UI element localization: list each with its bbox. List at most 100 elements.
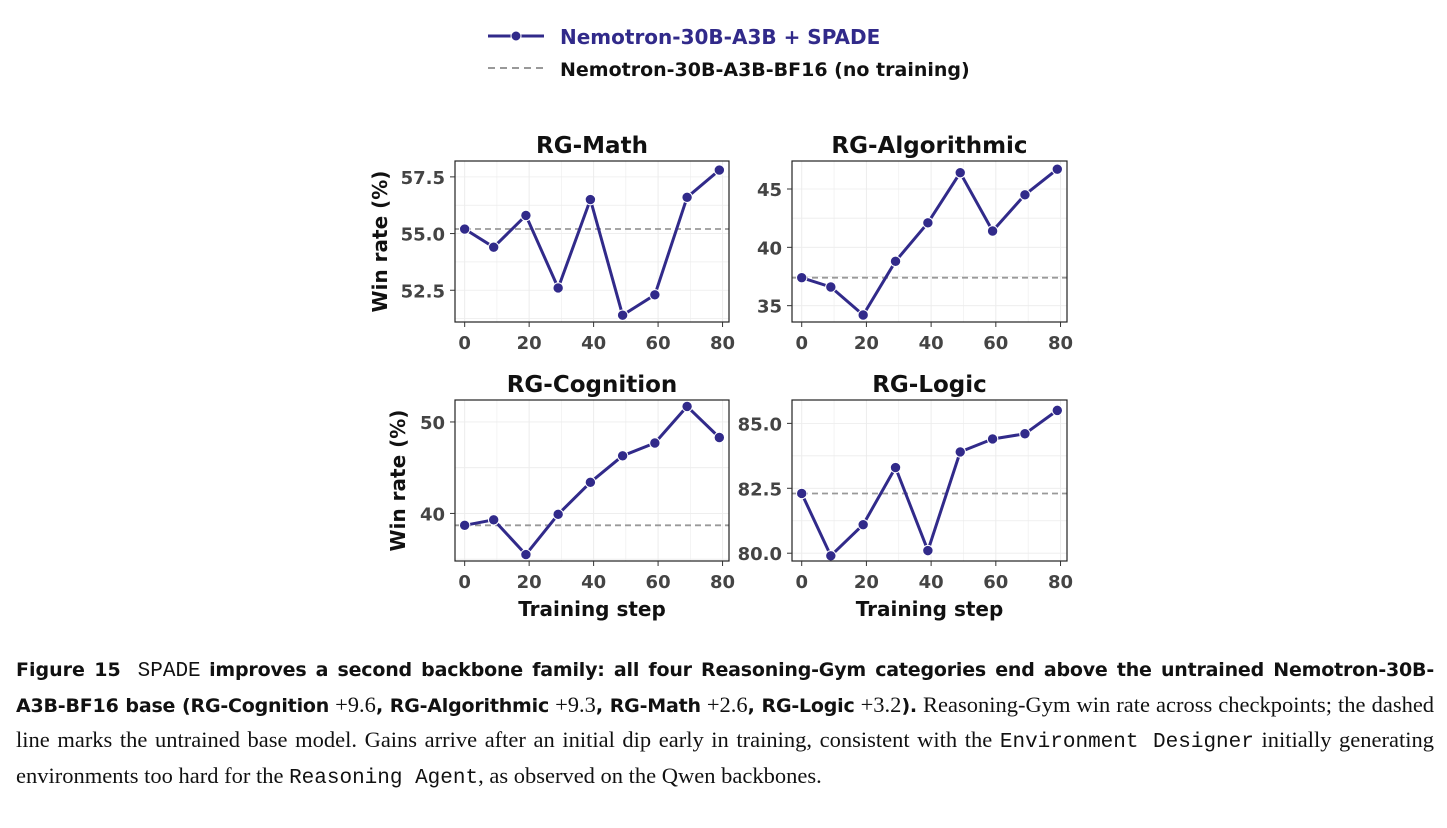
x-tick-label: 40 bbox=[919, 572, 944, 593]
data-point bbox=[1051, 404, 1063, 417]
x-tick-label: 20 bbox=[854, 333, 879, 354]
caption-text1: Reasoning-Gym win rate across checkpoint… bbox=[16, 692, 1435, 752]
plot-area bbox=[455, 161, 729, 322]
x-tick-label: 80 bbox=[710, 333, 735, 354]
plot-frame bbox=[454, 399, 730, 562]
data-point bbox=[857, 518, 869, 531]
data-point bbox=[713, 164, 726, 176]
panel-title: RG-Math bbox=[536, 133, 648, 159]
x-tick-label: 60 bbox=[983, 572, 1008, 593]
data-point bbox=[584, 193, 597, 206]
caption-method-name: SPADE bbox=[137, 660, 201, 683]
x-tick-label: 40 bbox=[919, 333, 944, 354]
data-point bbox=[520, 548, 532, 561]
data-point bbox=[796, 271, 808, 284]
caption-label: Figure 15 bbox=[16, 659, 121, 681]
data-point bbox=[458, 223, 471, 235]
x-tick-label: 60 bbox=[646, 572, 671, 593]
data-point bbox=[458, 519, 471, 532]
panel-title: RG-Logic bbox=[872, 372, 987, 398]
x-tick-label: 0 bbox=[458, 333, 471, 354]
figure-caption: Figure 15 SPADE improves a second backbo… bbox=[16, 652, 1434, 795]
y-tick-label: 40 bbox=[757, 238, 782, 259]
legend: Nemotron-30B-A3B + SPADE Nemotron-30B-A3… bbox=[488, 25, 970, 81]
data-point bbox=[796, 487, 808, 500]
data-point bbox=[1019, 428, 1031, 440]
caption-mono-designer: Environment Designer bbox=[999, 731, 1254, 754]
legend-baseline-label: Nemotron-30B-A3B-BF16 (no training) bbox=[560, 59, 970, 81]
x-tick-label: 80 bbox=[1048, 572, 1073, 593]
caption-text2: initially generating environments too ha… bbox=[16, 727, 1435, 788]
x-tick-label: 20 bbox=[517, 572, 542, 593]
y-axis-label: Win rate (%) bbox=[386, 410, 410, 552]
caption-text3: , as observed on the Qwen backbones. bbox=[478, 763, 822, 788]
data-point bbox=[616, 309, 629, 321]
panel-title: RG-Cognition bbox=[507, 372, 678, 398]
plot-area bbox=[792, 400, 1067, 561]
data-point bbox=[954, 166, 966, 179]
x-tick-label: 0 bbox=[795, 333, 808, 354]
y-axis-label: Win rate (%) bbox=[368, 171, 392, 313]
panel-rg-cognition: 0 20 40 60 80 40 50 RG-Cognition Win rate (%) Tra… bbox=[386, 372, 735, 621]
data-point bbox=[825, 281, 837, 293]
caption-bold-end: ). bbox=[901, 695, 917, 717]
x-tick-label: 20 bbox=[854, 572, 879, 593]
data-point bbox=[681, 191, 693, 203]
data-point bbox=[552, 282, 564, 294]
data-point bbox=[649, 289, 661, 301]
x-tick-label: 80 bbox=[1048, 333, 1073, 354]
data-point bbox=[681, 400, 693, 413]
y-tick-label: 52.5 bbox=[401, 281, 445, 302]
caption-sep-algorithmic: , RG-Algorithmic bbox=[375, 695, 550, 717]
plot-frame bbox=[454, 160, 730, 323]
data-point bbox=[1051, 163, 1063, 175]
data-point bbox=[713, 431, 726, 444]
x-axis-label: Training step bbox=[518, 597, 666, 621]
x-tick-label: 60 bbox=[983, 333, 1008, 354]
y-tick-label: 55.0 bbox=[401, 225, 445, 246]
y-tick-label: 40 bbox=[420, 504, 445, 525]
legend-series-label: Nemotron-30B-A3B + SPADE bbox=[560, 25, 880, 49]
caption-sep-logic: , RG-Logic bbox=[747, 695, 855, 717]
data-point bbox=[954, 446, 966, 458]
data-point bbox=[520, 209, 532, 222]
caption-mono-agent: Reasoning Agent bbox=[289, 767, 479, 790]
data-point bbox=[487, 514, 500, 526]
data-point bbox=[616, 450, 629, 462]
data-point bbox=[922, 217, 934, 229]
x-tick-label: 0 bbox=[795, 572, 808, 593]
y-tick-label: 80.0 bbox=[738, 544, 782, 565]
data-point bbox=[552, 508, 564, 521]
caption-delta-math: +2.6 bbox=[706, 692, 748, 717]
data-point bbox=[584, 476, 597, 489]
data-point bbox=[889, 255, 902, 268]
caption-delta-logic: +3.2 bbox=[860, 692, 902, 717]
data-point bbox=[649, 437, 661, 449]
x-tick-label: 80 bbox=[710, 572, 735, 593]
x-tick-label: 60 bbox=[646, 333, 671, 354]
data-point bbox=[857, 309, 869, 321]
y-tick-label: 57.5 bbox=[401, 168, 445, 189]
y-tick-label: 85.0 bbox=[738, 414, 782, 435]
caption-delta-cognition: +9.6 bbox=[335, 692, 376, 717]
x-tick-label: 20 bbox=[517, 333, 542, 354]
data-point bbox=[825, 550, 837, 562]
caption-sep-math: , RG-Math bbox=[595, 695, 701, 717]
panel-rg-logic: 0 20 40 60 80 80.0 82.5 85.0 RG-Logic Training st… bbox=[738, 372, 1073, 621]
plot-frame bbox=[791, 399, 1068, 562]
x-axis-label: Training step bbox=[856, 597, 1004, 621]
data-point bbox=[1019, 189, 1031, 201]
data-point bbox=[487, 241, 500, 253]
y-tick-label: 50 bbox=[420, 413, 445, 434]
panel-rg-algorithmic: 0 20 40 60 80 35 40 45 RG-Algorithmic bbox=[757, 133, 1073, 354]
plot-area bbox=[792, 161, 1067, 322]
data-point bbox=[986, 433, 999, 445]
x-tick-label: 40 bbox=[581, 333, 606, 354]
y-tick-label: 82.5 bbox=[738, 479, 782, 500]
legend-series-marker bbox=[510, 30, 522, 42]
y-tick-label: 45 bbox=[757, 180, 782, 201]
panel-rg-math: 0 20 40 60 80 52.5 55.0 57.5 RG-Math Win rate (%) bbox=[368, 133, 735, 354]
y-tick-label: 35 bbox=[757, 297, 782, 318]
data-point bbox=[922, 544, 934, 557]
data-point bbox=[889, 461, 902, 474]
